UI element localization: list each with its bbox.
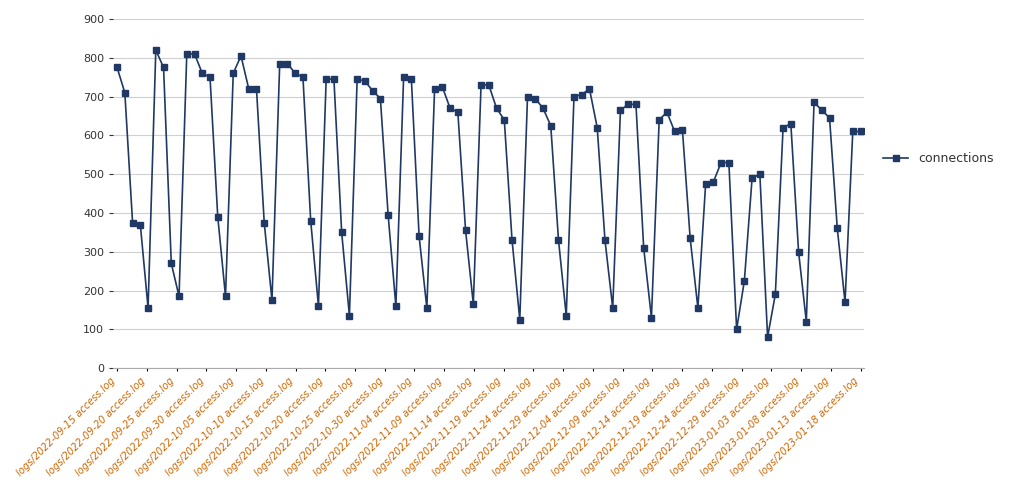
Legend: connections: connections xyxy=(878,147,999,170)
